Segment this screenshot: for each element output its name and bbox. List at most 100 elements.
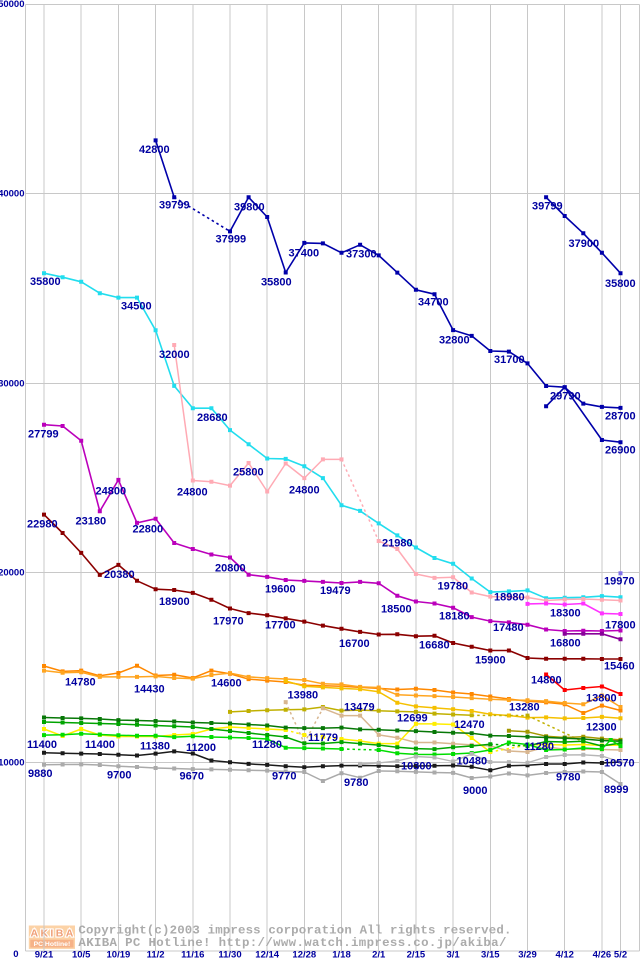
svg-text:19479: 19479 xyxy=(320,585,351,597)
svg-text:18300: 18300 xyxy=(550,607,581,619)
svg-text:12699: 12699 xyxy=(397,712,428,724)
svg-text:9770: 9770 xyxy=(272,770,296,782)
svg-text:13980: 13980 xyxy=(288,689,319,701)
svg-text:0: 0 xyxy=(13,949,18,960)
svg-text:2/15: 2/15 xyxy=(407,950,426,960)
svg-text:32800: 32800 xyxy=(439,334,470,346)
svg-text:5/2: 5/2 xyxy=(614,950,627,960)
svg-text:28680: 28680 xyxy=(197,412,228,424)
svg-text:11/16: 11/16 xyxy=(181,950,204,960)
svg-text:17480: 17480 xyxy=(493,622,524,634)
svg-text:19970: 19970 xyxy=(604,575,635,587)
svg-text:4/12: 4/12 xyxy=(555,950,574,960)
svg-text:8999: 8999 xyxy=(604,784,628,796)
svg-text:39800: 39800 xyxy=(234,201,265,213)
svg-text:AKIBA: AKIBA xyxy=(30,927,75,939)
svg-text:20380: 20380 xyxy=(104,569,135,581)
svg-text:12300: 12300 xyxy=(586,721,617,733)
svg-text:9700: 9700 xyxy=(107,769,131,781)
svg-text:3/15: 3/15 xyxy=(481,950,500,960)
svg-text:39799: 39799 xyxy=(159,199,190,211)
svg-text:37900: 37900 xyxy=(569,238,600,250)
svg-text:25800: 25800 xyxy=(233,466,264,478)
svg-text:14600: 14600 xyxy=(211,677,242,689)
svg-text:29790: 29790 xyxy=(550,390,581,402)
svg-text:10000: 10000 xyxy=(0,758,25,769)
svg-text:16680: 16680 xyxy=(419,639,450,651)
svg-text:10/19: 10/19 xyxy=(107,950,131,960)
svg-text:28700: 28700 xyxy=(605,410,636,422)
svg-text:10300: 10300 xyxy=(401,761,432,773)
svg-text:10570: 10570 xyxy=(604,757,635,769)
svg-text:35800: 35800 xyxy=(261,276,292,288)
svg-text:2/1: 2/1 xyxy=(372,950,386,960)
svg-text:13800: 13800 xyxy=(586,692,617,704)
svg-text:10480: 10480 xyxy=(457,756,488,768)
svg-text:15460: 15460 xyxy=(604,660,635,672)
svg-text:24800: 24800 xyxy=(289,484,320,496)
svg-text:9670: 9670 xyxy=(180,770,204,782)
svg-text:31700: 31700 xyxy=(494,354,525,366)
svg-text:20800: 20800 xyxy=(215,562,246,574)
svg-text:37999: 37999 xyxy=(216,233,247,245)
svg-text:9880: 9880 xyxy=(28,768,52,780)
svg-text:14800: 14800 xyxy=(531,674,562,686)
svg-text:10/5: 10/5 xyxy=(72,950,91,960)
svg-text:19780: 19780 xyxy=(438,580,469,592)
svg-text:9/21: 9/21 xyxy=(35,950,54,960)
svg-text:35800: 35800 xyxy=(605,278,636,290)
svg-text:4/26: 4/26 xyxy=(593,950,612,960)
svg-text:35800: 35800 xyxy=(30,276,61,288)
svg-text:26900: 26900 xyxy=(605,444,636,456)
svg-text:16800: 16800 xyxy=(550,637,581,649)
svg-text:Copyright(c)2003 impress corpo: Copyright(c)2003 impress corporation All… xyxy=(78,924,511,938)
svg-text:40000: 40000 xyxy=(0,188,25,199)
svg-text:9000: 9000 xyxy=(463,785,487,797)
svg-text:PC Hotline!: PC Hotline! xyxy=(34,941,71,948)
svg-text:22980: 22980 xyxy=(27,518,58,530)
svg-text:1/18: 1/18 xyxy=(332,950,351,960)
svg-text:34500: 34500 xyxy=(121,300,152,312)
svg-text:27799: 27799 xyxy=(28,428,59,440)
svg-text:50000: 50000 xyxy=(0,0,25,10)
svg-text:11400: 11400 xyxy=(85,739,115,751)
svg-text:11/30: 11/30 xyxy=(218,950,241,960)
svg-text:9780: 9780 xyxy=(344,777,368,789)
svg-text:30000: 30000 xyxy=(0,378,25,389)
svg-text:11280: 11280 xyxy=(524,741,554,753)
svg-text:9780: 9780 xyxy=(556,771,580,783)
svg-text:11/2: 11/2 xyxy=(147,950,165,960)
svg-text:13280: 13280 xyxy=(509,701,540,713)
svg-text:3/29: 3/29 xyxy=(518,950,537,960)
svg-text:21980: 21980 xyxy=(382,537,413,549)
svg-text:24800: 24800 xyxy=(96,485,127,497)
svg-text:AKIBA PC Hotline! http://www.: AKIBA PC Hotline! http://www.watch.impre… xyxy=(78,936,506,950)
svg-text:14430: 14430 xyxy=(134,683,165,695)
svg-text:18500: 18500 xyxy=(381,603,412,615)
svg-text:16700: 16700 xyxy=(339,638,370,650)
svg-text:23180: 23180 xyxy=(76,515,107,527)
svg-text:18980: 18980 xyxy=(494,591,525,603)
svg-text:17800: 17800 xyxy=(605,619,636,631)
svg-text:17700: 17700 xyxy=(265,619,296,631)
svg-text:12470: 12470 xyxy=(454,719,485,731)
svg-text:11400: 11400 xyxy=(27,739,57,751)
svg-text:11779: 11779 xyxy=(308,732,338,744)
svg-text:18180: 18180 xyxy=(439,610,470,622)
svg-text:24800: 24800 xyxy=(177,486,208,498)
svg-text:AKIBA: AKIBA xyxy=(30,927,75,939)
svg-text:12/28: 12/28 xyxy=(292,950,316,960)
svg-text:37400: 37400 xyxy=(289,247,320,259)
svg-text:42800: 42800 xyxy=(139,144,170,156)
svg-text:39799: 39799 xyxy=(532,200,563,212)
svg-text:17970: 17970 xyxy=(213,615,244,627)
svg-text:37300: 37300 xyxy=(346,248,377,260)
svg-text:15900: 15900 xyxy=(475,654,506,666)
svg-text:11200: 11200 xyxy=(186,742,216,754)
svg-text:32000: 32000 xyxy=(159,349,190,361)
svg-text:3/1: 3/1 xyxy=(446,950,460,960)
svg-text:19600: 19600 xyxy=(265,583,296,595)
svg-text:18900: 18900 xyxy=(159,596,190,608)
svg-text:20000: 20000 xyxy=(0,568,25,579)
svg-text:11380: 11380 xyxy=(140,740,170,752)
